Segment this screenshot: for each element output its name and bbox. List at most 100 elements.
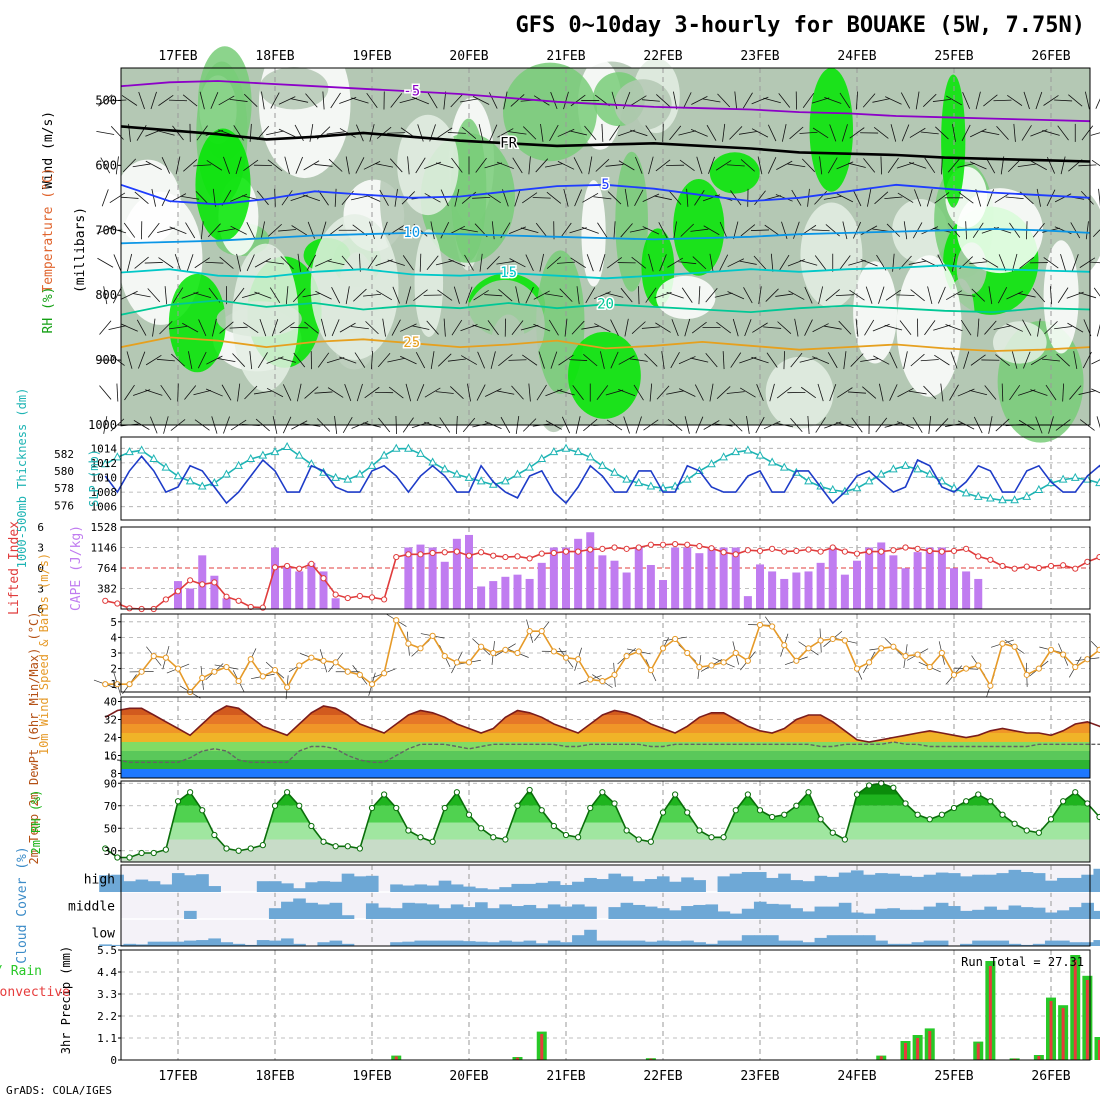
rh-point <box>550 822 557 830</box>
lifted-index-point <box>866 548 873 555</box>
wind-barb <box>351 97 369 104</box>
wind-barb <box>752 322 768 333</box>
date-label-top: 26FEB <box>1031 49 1070 64</box>
wind-barb <box>769 383 775 402</box>
wind-barb <box>781 221 788 239</box>
wind-barb <box>320 318 327 337</box>
wind-barb <box>557 389 575 396</box>
wind-barb <box>412 96 429 105</box>
wind-barb <box>593 196 612 200</box>
wind-speed-point <box>1047 646 1055 653</box>
rh-point <box>1035 829 1042 836</box>
wind-barb <box>345 286 350 305</box>
rh-point <box>829 829 836 836</box>
wind-barb <box>98 94 113 107</box>
wind-speed-point <box>866 659 873 666</box>
wind-speed-point <box>368 681 376 688</box>
y-tick-label: 2 <box>110 663 117 676</box>
cloud-bar-middle <box>1020 907 1034 919</box>
cloud-bar-low <box>426 940 440 946</box>
thickness-point <box>197 481 207 490</box>
wind-barb <box>219 256 234 269</box>
cloud-bar-middle <box>402 902 415 919</box>
thickness-point <box>707 459 716 468</box>
wind-barb <box>738 131 757 135</box>
lifted-index-point <box>199 581 206 588</box>
wind-barb <box>945 324 963 332</box>
wind-speed-point <box>1035 665 1042 672</box>
cape-bar <box>659 580 667 609</box>
wind-barb <box>984 320 997 335</box>
wind-barb <box>897 387 914 398</box>
cloud-bar-high <box>850 870 864 892</box>
precip-convective-bar <box>1061 1008 1065 1060</box>
lifted-index-tick-label: 3 <box>37 583 44 596</box>
wind-barb <box>620 223 633 238</box>
lifted-index-point <box>114 600 121 607</box>
cloud-bar-low <box>972 940 985 946</box>
wind-barb <box>1030 389 1048 396</box>
wind-barb <box>297 253 301 272</box>
wind-barb <box>802 92 815 108</box>
y-tick-label: 8 <box>110 768 117 781</box>
wind-barb <box>302 293 321 298</box>
thickness-point <box>379 450 389 459</box>
lifted-index-point <box>538 550 545 557</box>
cloud-bar-low <box>171 941 185 946</box>
lifted-index-point <box>963 545 970 552</box>
wind-barb <box>994 192 1011 203</box>
cloud-bar-middle <box>669 910 682 919</box>
cloud-bar-low <box>923 940 937 946</box>
wind-barb <box>461 126 477 140</box>
wind-barb <box>200 221 204 240</box>
wind-barb <box>522 126 537 140</box>
wind-barb <box>812 127 829 139</box>
cloud-bar-low <box>462 941 476 946</box>
pressure-tick-label: 800 <box>95 288 117 302</box>
lifted-index-tick-label: 6 <box>37 521 44 534</box>
wind-barb <box>709 253 714 272</box>
rh-point <box>1011 820 1018 827</box>
cape-bar <box>549 547 558 609</box>
wind-barb <box>109 192 126 204</box>
wind-barb <box>261 91 265 110</box>
wind-speed-point <box>502 646 509 653</box>
wind-barb <box>292 288 306 303</box>
date-label-top: 18FEB <box>255 49 294 64</box>
wind-barb <box>243 93 258 107</box>
lifted-index-point <box>235 597 242 604</box>
wind-barb <box>887 157 899 173</box>
rh-point <box>332 843 339 850</box>
wind-barb <box>498 354 513 367</box>
pressure-tick-label: 900 <box>95 353 117 367</box>
wind-barb <box>430 221 435 240</box>
lifted-index-point <box>126 605 133 612</box>
lifted-index-point <box>1011 565 1018 572</box>
wind-barb <box>848 259 866 266</box>
lifted-index-point <box>1072 565 1079 572</box>
cloud-bar-middle <box>911 909 925 919</box>
rh-point <box>381 791 388 798</box>
wind-barb <box>448 258 466 267</box>
wind-barb <box>195 191 209 205</box>
wind-barb <box>862 386 877 399</box>
precip-convective-bar <box>649 1058 653 1060</box>
wind-barb <box>1009 384 1021 401</box>
wind-barb <box>161 157 171 174</box>
wind-speed-point <box>417 645 424 652</box>
cloud-bar-low <box>1093 940 1100 946</box>
cloud-bar-low <box>669 941 682 946</box>
wind-barb <box>719 254 729 271</box>
wind-barb <box>645 287 657 303</box>
rh-point <box>732 807 739 814</box>
wind-barb <box>864 319 875 336</box>
wind-speed-point <box>429 632 436 639</box>
cloud-bar-low <box>1044 940 1058 946</box>
y-tick-label: 24 <box>104 732 118 745</box>
wind-barb <box>656 94 670 107</box>
wind-barb <box>326 357 345 364</box>
wind-barb <box>823 195 842 200</box>
cloud-bar-middle <box>778 904 791 919</box>
wind-barb <box>437 127 453 139</box>
cloud-bar-middle <box>899 909 913 919</box>
